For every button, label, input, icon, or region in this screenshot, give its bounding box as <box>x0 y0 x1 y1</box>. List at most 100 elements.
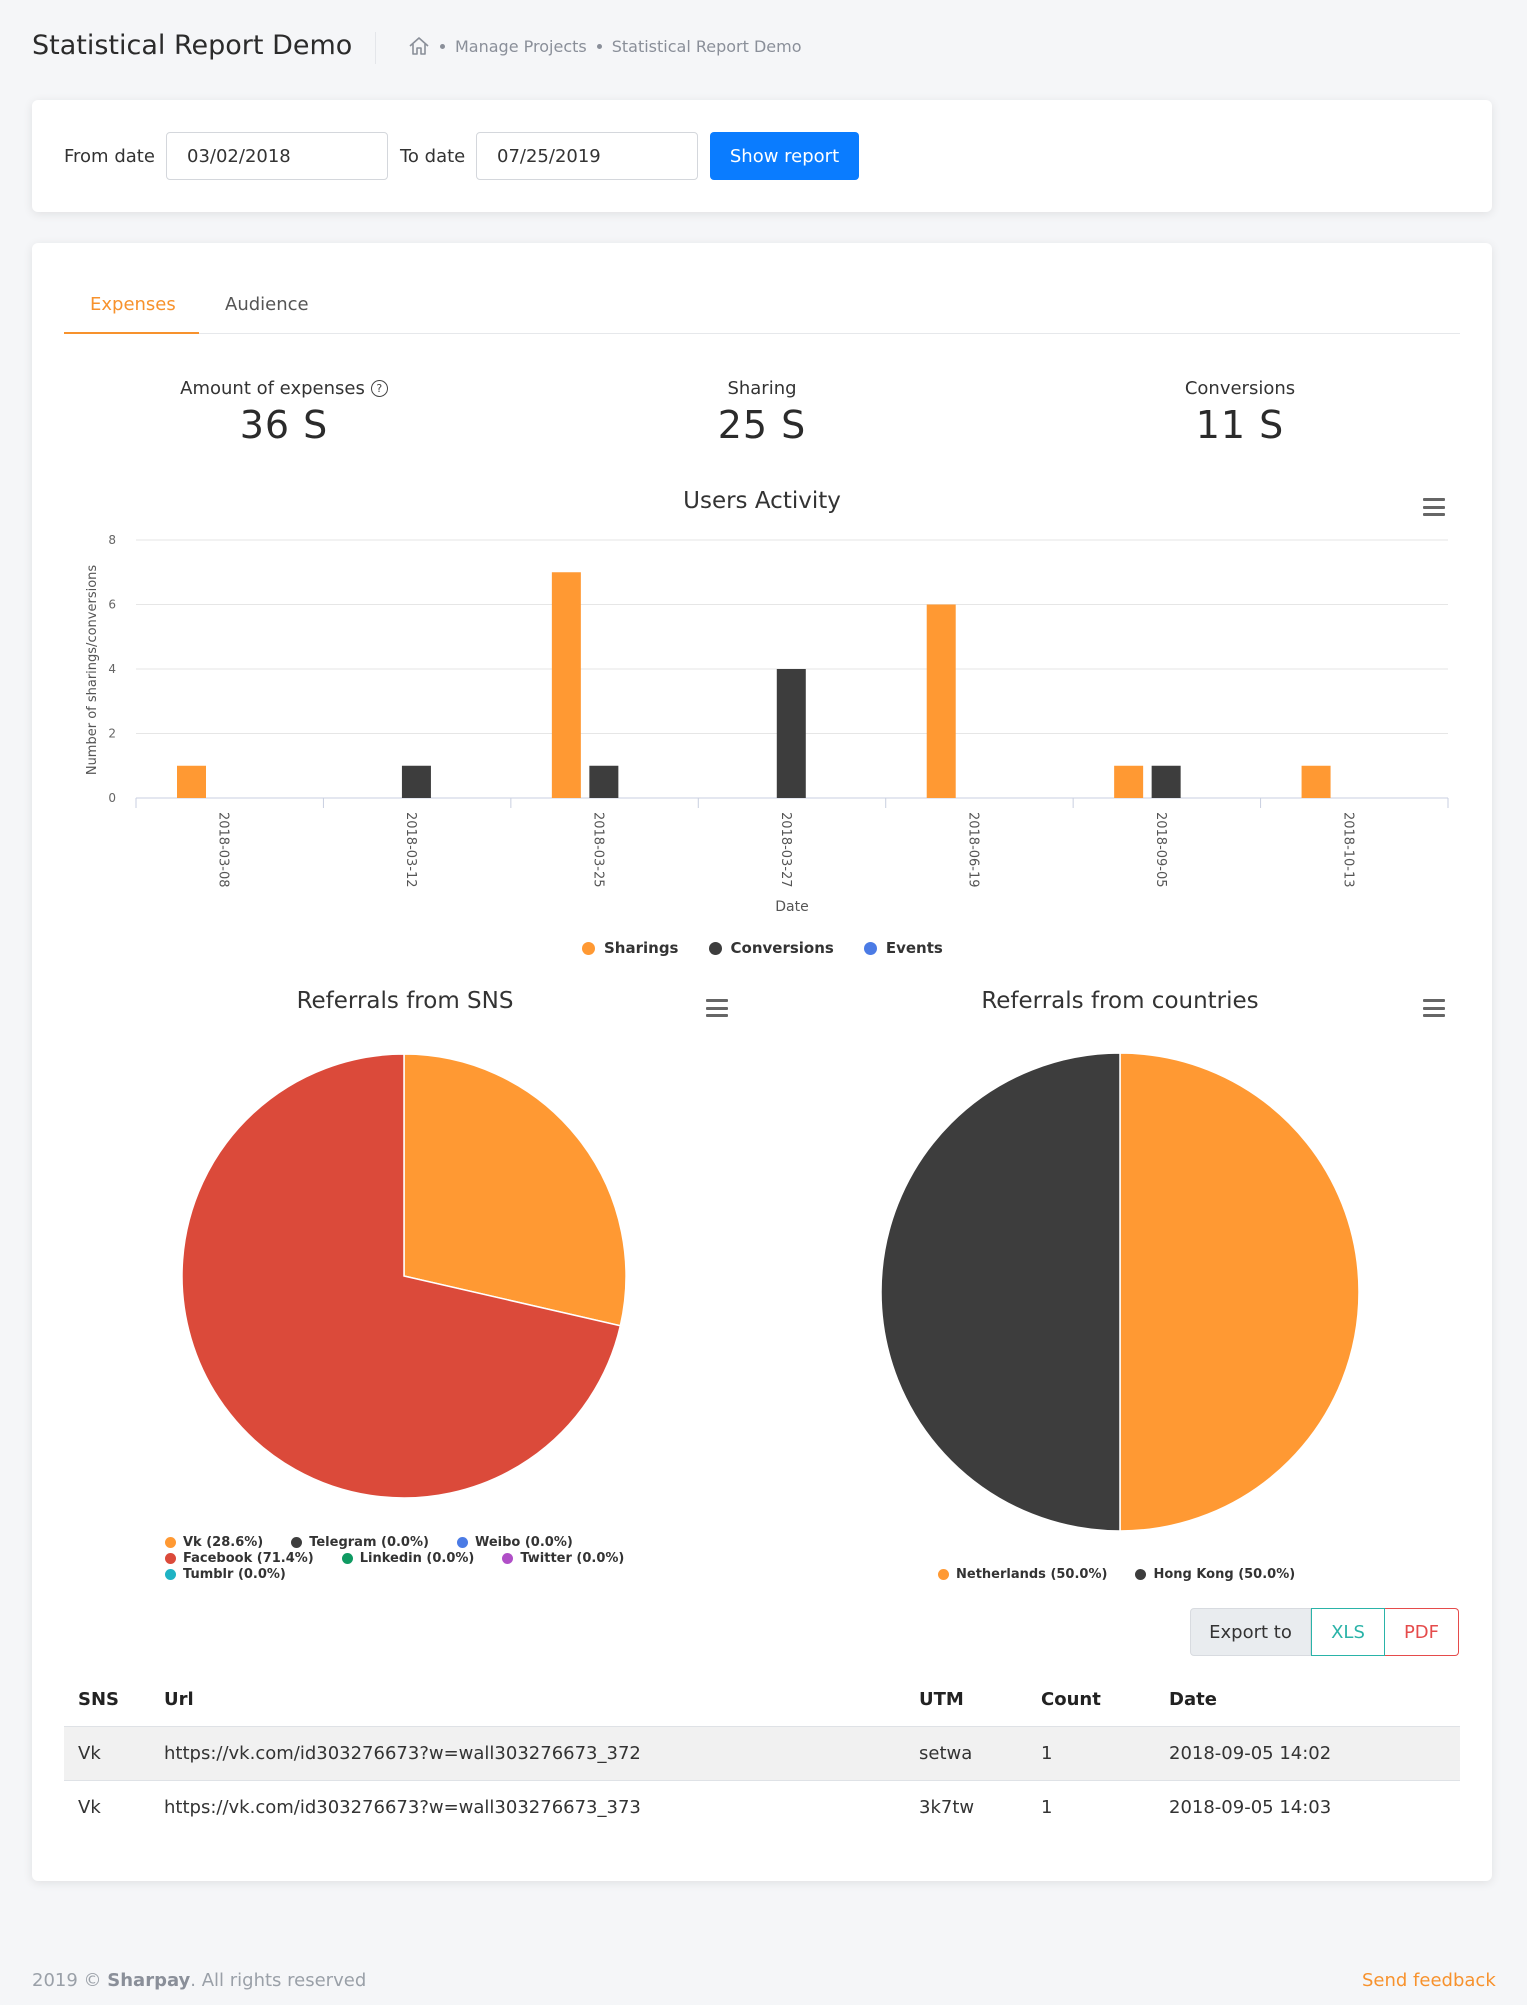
cell-utm: setwa <box>919 1743 973 1764</box>
countries-pie-legend: Netherlands (50.0%) Hong Kong (50.0%) <box>938 1566 1295 1582</box>
stat-conversions-label: Conversions <box>1184 378 1296 399</box>
y-tick-label: 6 <box>108 598 116 612</box>
cell-date: 2018-09-05 14:02 <box>1169 1743 1332 1764</box>
export-pdf-button[interactable]: PDF <box>1385 1608 1459 1656</box>
y-tick-label: 8 <box>108 533 116 547</box>
referrals-table: SNS Url UTM Count Date Vk https://vk.com… <box>64 1672 1460 1834</box>
legend-events[interactable]: Events <box>863 939 943 957</box>
cell-url: https://vk.com/id303276673?w=wall3032766… <box>164 1743 641 1764</box>
export-label: Export to <box>1190 1608 1311 1656</box>
stat-sharing: Sharing 25 S <box>612 378 912 447</box>
x-tick-label: 2018-09-05 <box>1153 812 1168 888</box>
export-xls-button[interactable]: XLS <box>1311 1608 1385 1656</box>
stat-conversions: Conversions 11 S <box>1090 378 1390 447</box>
pie-slice-facebook <box>181 1053 622 1499</box>
col-url[interactable]: Url <box>164 1688 194 1710</box>
sns-pie-legend: Vk (28.6%) Telegram (0.0%) Weibo (0.0%) … <box>165 1534 624 1582</box>
legend-conversions[interactable]: Conversions <box>708 939 834 957</box>
legend-vk[interactable]: Vk (28.6%) <box>165 1535 263 1550</box>
tabs-divider <box>64 333 1460 334</box>
cell-utm: 3k7tw <box>919 1797 975 1818</box>
from-date-label: From date <box>64 146 155 167</box>
breadcrumb-separator <box>596 43 602 49</box>
legend-sharings[interactable]: Sharings <box>582 939 679 957</box>
x-axis-title: Date <box>775 899 808 915</box>
to-date-label: To date <box>400 146 466 167</box>
legend-weibo[interactable]: Weibo (0.0%) <box>456 1535 573 1550</box>
table-row: Vk https://vk.com/id303276673?w=wall3032… <box>64 1780 1460 1834</box>
countries-pie-chart <box>880 1052 1360 1532</box>
home-icon[interactable] <box>408 36 430 56</box>
bar-sharings <box>926 604 956 798</box>
stat-sharing-label: Sharing <box>727 378 797 399</box>
bar-sharings <box>1301 765 1331 798</box>
y-tick-label: 0 <box>108 791 116 805</box>
chart-menu-icon[interactable] <box>706 999 728 1017</box>
cell-count: 1 <box>1041 1743 1053 1764</box>
y-axis-title: Number of sharings/conversions <box>85 565 100 776</box>
col-utm[interactable]: UTM <box>919 1688 964 1710</box>
bar-sharings <box>1114 765 1144 798</box>
header-divider <box>375 32 376 64</box>
tab-expenses[interactable]: Expenses <box>90 294 176 315</box>
bar-sharings <box>551 572 581 798</box>
legend-twitter[interactable]: Twitter (0.0%) <box>502 1551 624 1566</box>
x-tick-label: 2018-03-25 <box>591 812 606 888</box>
breadcrumb-separator <box>440 43 445 49</box>
pie-slice-vk <box>403 1053 627 1327</box>
x-tick-label: 2018-06-19 <box>965 812 980 888</box>
legend-hong-kong[interactable]: Hong Kong (50.0%) <box>1135 1567 1295 1582</box>
cell-sns: Vk <box>78 1743 101 1764</box>
sns-pie-chart <box>181 1053 627 1499</box>
col-sns[interactable]: SNS <box>78 1688 119 1710</box>
export-group: Export to XLS PDF <box>1190 1608 1459 1656</box>
send-feedback-link[interactable]: Send feedback <box>1362 1970 1496 1991</box>
bar-conversions <box>589 765 619 798</box>
legend-linkedin[interactable]: Linkedin (0.0%) <box>341 1551 474 1566</box>
col-count[interactable]: Count <box>1041 1688 1101 1710</box>
stat-expenses-value: 36 S <box>239 403 329 447</box>
y-tick-label: 4 <box>108 662 116 676</box>
cell-count: 1 <box>1041 1797 1053 1818</box>
cell-url: https://vk.com/id303276673?w=wall3032766… <box>164 1797 641 1818</box>
bar-sharings <box>177 765 206 798</box>
col-date[interactable]: Date <box>1169 1688 1217 1710</box>
tab-audience[interactable]: Audience <box>225 294 309 315</box>
x-tick-label: 2018-03-08 <box>216 812 231 888</box>
sns-pie-title: Referrals from SNS <box>296 988 514 1014</box>
stat-sharing-value: 25 S <box>717 403 807 447</box>
legend-facebook[interactable]: Facebook (71.4%) <box>165 1551 314 1566</box>
active-tab-indicator <box>64 332 199 334</box>
pie-slice-hong-kong <box>880 1052 1121 1532</box>
show-report-button[interactable]: Show report <box>710 132 859 180</box>
stat-expenses-label: Amount of expenses <box>180 378 365 399</box>
x-tick-label: 2018-03-12 <box>403 812 418 888</box>
users-activity-title: Users Activity <box>683 488 841 514</box>
users-activity-chart: 0 2 4 6 8 2018-03-08 2018-03-12 2018-03-25 2018-… <box>85 533 1449 915</box>
legend-tumblr[interactable]: Tumblr (0.0%) <box>165 1567 286 1582</box>
footer-brand[interactable]: Sharpay <box>107 1970 191 1991</box>
chart-menu-icon[interactable] <box>1423 498 1445 516</box>
chart-menu-icon[interactable] <box>1423 999 1445 1017</box>
y-tick-label: 2 <box>108 727 116 741</box>
legend-netherlands[interactable]: Netherlands (50.0%) <box>938 1567 1107 1582</box>
stat-expenses: Amount of expenses? 36 S <box>134 378 434 447</box>
stat-conversions-value: 11 S <box>1195 403 1285 447</box>
pie-slice-netherlands <box>1119 1052 1360 1532</box>
x-tick-label: 2018-10-13 <box>1340 812 1355 888</box>
from-date-input[interactable]: 03/02/2018 <box>166 132 388 180</box>
breadcrumb: Manage Projects Statistical Report Demo <box>408 36 802 56</box>
page-header: Statistical Report Demo Manage Projects … <box>0 0 1527 96</box>
bar-conversions <box>1151 765 1181 798</box>
legend-telegram[interactable]: Telegram (0.0%) <box>291 1535 429 1550</box>
bar-conversions <box>776 669 806 798</box>
table-row: Vk https://vk.com/id303276673?w=wall3032… <box>64 1726 1460 1780</box>
to-date-input[interactable]: 07/25/2019 <box>476 132 698 180</box>
breadcrumb-manage-projects[interactable]: Manage Projects <box>455 36 587 56</box>
x-tick-label: 2018-03-27 <box>778 812 793 888</box>
help-icon[interactable]: ? <box>370 380 388 397</box>
page-title: Statistical Report Demo <box>32 30 353 61</box>
bar-conversions <box>401 765 431 798</box>
countries-pie-title: Referrals from countries <box>981 988 1259 1014</box>
footer-copyright: 2019 © Sharpay. All rights reserved <box>32 1970 367 1991</box>
